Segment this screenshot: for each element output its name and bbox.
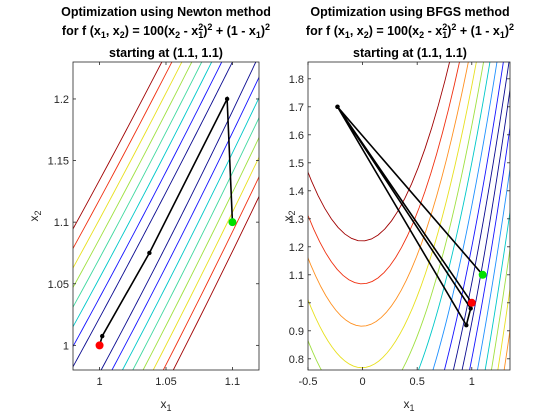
newton-title-formula: for f (x1, x2) = 100(x2 - x2 1)2 + (1 - x… xyxy=(62,22,270,40)
newton-xtick-label: 1.1 xyxy=(225,376,240,388)
bfgs-iterate-marker xyxy=(468,306,472,310)
bfgs-ylabel: x2 xyxy=(281,210,297,221)
bfgs-ytick-label: 1.7 xyxy=(289,102,304,114)
bfgs-start-point xyxy=(479,271,487,279)
bfgs-ytick-label: 1.8 xyxy=(289,74,304,86)
bfgs-title-formula: for f (x1, x2) = 100(x2 - x2 1)2 + (1 - x… xyxy=(306,22,514,40)
bfgs-title: Optimization using BFGS method xyxy=(310,5,509,19)
newton-ytick-label: 1.15 xyxy=(48,156,69,168)
bfgs-ytick-label: 1.2 xyxy=(289,242,304,254)
newton-iterate-marker xyxy=(100,334,104,338)
bfgs-ytick-label: 1.4 xyxy=(289,186,304,198)
newton-xtick-label: 1.05 xyxy=(155,376,176,388)
bfgs-xtick-label: 1 xyxy=(469,376,475,388)
bfgs-title-start: starting at (1.1, 1.1) xyxy=(353,46,467,60)
newton-xtick-label: 1 xyxy=(97,376,103,388)
newton-title-start: starting at (1.1, 1.1) xyxy=(109,46,223,60)
newton-end-point xyxy=(96,341,104,349)
bfgs-xtick-label: -0.5 xyxy=(299,376,318,388)
newton-iterate-marker xyxy=(225,97,229,101)
bfgs-ytick-label: 0.9 xyxy=(289,326,304,338)
bfgs-xlabel: x1 xyxy=(403,397,414,413)
bfgs-ytick-label: 1.5 xyxy=(289,158,304,170)
bfgs-iterate-marker xyxy=(335,105,339,109)
newton-ytick-label: 1.05 xyxy=(48,279,69,291)
bfgs-xtick-label: 0.5 xyxy=(410,376,425,388)
newton-xlabel: x1 xyxy=(160,397,171,413)
newton-ytick-label: 1.2 xyxy=(54,94,69,106)
newton-iterate-marker xyxy=(147,251,151,255)
newton-ytick-label: 1 xyxy=(63,340,69,352)
newton-ytick-label: 1.1 xyxy=(54,217,69,229)
bfgs-ytick-label: 1 xyxy=(298,298,304,310)
bfgs-end-point xyxy=(468,299,476,307)
bfgs-ytick-label: 1.6 xyxy=(289,130,304,142)
bfgs-xtick-label: 0 xyxy=(360,376,366,388)
newton-start-point xyxy=(228,218,236,226)
bfgs-ytick-label: 0.8 xyxy=(289,354,304,366)
bfgs-ytick-label: 1.1 xyxy=(289,270,304,282)
newton-title: Optimization using Newton method xyxy=(61,5,271,19)
bfgs-iterate-marker xyxy=(464,323,468,327)
newton-ylabel: x2 xyxy=(27,210,43,221)
